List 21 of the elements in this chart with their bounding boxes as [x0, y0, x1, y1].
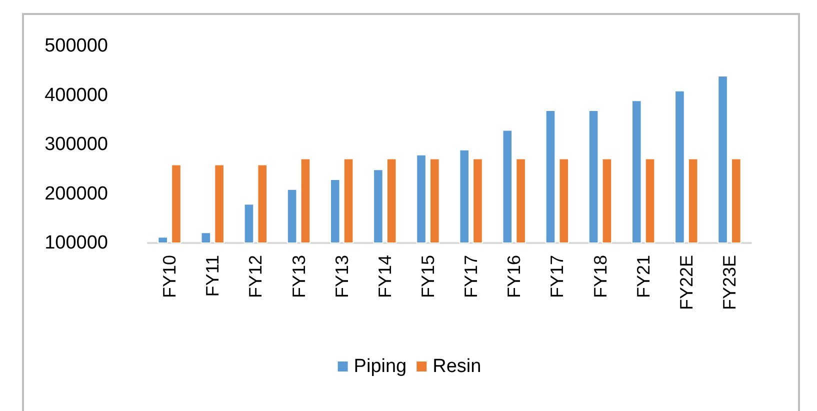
legend-label: Piping: [354, 356, 407, 377]
y-tick-label: 200000: [44, 183, 108, 204]
y-tick-label: 400000: [44, 84, 108, 106]
x-tick-label: FY12: [246, 255, 266, 298]
x-tick-label: FY18: [590, 255, 610, 298]
x-tick-label: FY17: [547, 255, 568, 298]
x-tick-label: FY10: [160, 255, 180, 298]
legend-label: Resin: [432, 356, 482, 377]
x-tick-label: FY17: [461, 255, 482, 298]
x-tick-label: FY15: [418, 255, 438, 298]
y-tick-label: 500000: [44, 36, 108, 56]
x-tick-label: FY16: [504, 255, 524, 298]
x-tick-label: FY13: [288, 255, 309, 298]
y-tick-label: 100000: [44, 232, 108, 254]
x-tick-label: FY14: [374, 255, 395, 298]
x-tick-label: FY22E: [676, 255, 696, 310]
x-tick-label: FY23E: [719, 255, 740, 310]
x-tick-label: FY21: [633, 255, 654, 298]
x-tick-label: FY13: [332, 255, 352, 298]
y-tick-label: 300000: [44, 134, 108, 155]
x-tick-label: FY11: [202, 255, 223, 297]
